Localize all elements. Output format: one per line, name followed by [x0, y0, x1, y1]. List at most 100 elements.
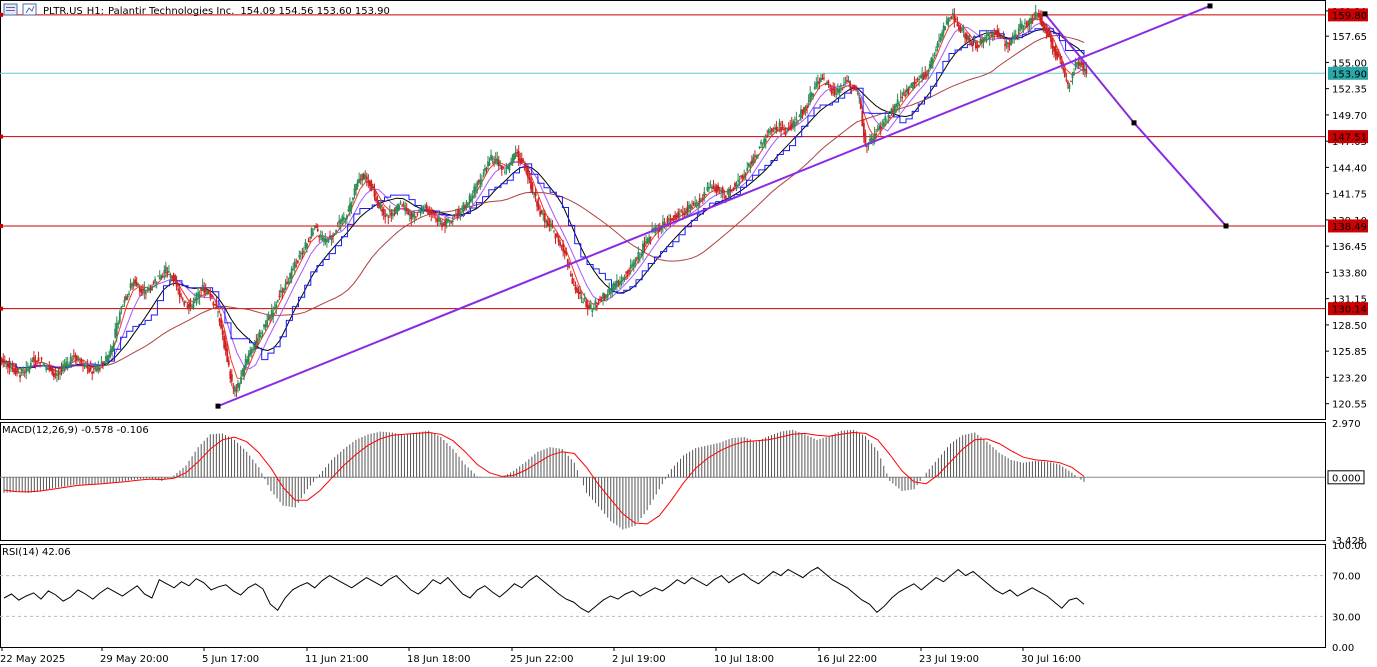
candle-body	[106, 355, 109, 363]
candle-body	[36, 361, 38, 363]
candle-body	[582, 301, 585, 303]
menu-icon[interactable]	[3, 3, 18, 16]
candle-body	[708, 187, 710, 190]
candle-body	[573, 284, 575, 286]
candle-body	[433, 212, 436, 216]
candle-body	[571, 278, 574, 284]
candle-body	[465, 201, 468, 208]
candle-body	[163, 269, 166, 274]
candle-body	[674, 214, 677, 220]
candle-body	[189, 301, 192, 307]
candle-body	[898, 103, 901, 106]
candle-body	[407, 211, 410, 216]
level-tag-text-2: 138.49	[1332, 222, 1367, 233]
candle-body	[726, 191, 729, 193]
header-text: PLTR.US H1: Palantir Technologies Inc. 154.…	[43, 6, 390, 17]
candle-body	[793, 122, 796, 126]
candle-body	[405, 207, 408, 211]
candle-body	[951, 13, 954, 15]
candle-body	[197, 292, 199, 297]
candle-body	[908, 85, 911, 88]
time-label-3: 11 Jun 21:00	[305, 654, 369, 665]
candle-body	[844, 82, 847, 84]
candle-body	[615, 280, 618, 286]
candle-body	[3, 360, 6, 363]
candle-body	[157, 275, 160, 277]
candle-body	[823, 77, 825, 79]
candle-body	[109, 348, 112, 355]
candle-body	[686, 206, 689, 212]
candle-body	[971, 44, 974, 46]
candle-body	[935, 49, 937, 51]
candle-body	[370, 181, 373, 191]
candle-body	[287, 281, 290, 285]
candle-body	[688, 204, 690, 209]
macd-tick-label-2: -3.428	[1332, 536, 1364, 547]
candle-body	[958, 24, 960, 31]
candle-body	[915, 82, 917, 84]
candle-body	[26, 366, 29, 368]
candle-body	[361, 173, 364, 181]
rsi-indicator: 100.00 70.00 30.00 0.00	[0, 541, 1367, 654]
candle-body	[161, 276, 164, 278]
candle-body	[306, 243, 308, 249]
candle-body	[563, 250, 566, 254]
candle-body	[261, 332, 264, 334]
candle-body	[192, 302, 195, 309]
candle-body	[809, 92, 812, 102]
candle-body	[126, 296, 129, 300]
candle-body	[513, 153, 515, 160]
candle-body	[907, 88, 910, 95]
candle-body	[198, 294, 201, 299]
candle-body	[784, 132, 787, 136]
candle-body	[450, 221, 453, 223]
candle-body	[194, 298, 196, 301]
price-tick-label-10: 133.80	[1332, 268, 1367, 279]
rsi-line	[3, 566, 1085, 613]
candle-body	[372, 186, 374, 189]
candle-body	[344, 218, 347, 220]
candle-body	[37, 357, 40, 362]
candle-body	[402, 204, 405, 206]
candle-body	[5, 361, 8, 365]
chart-type-icon[interactable]	[22, 3, 37, 16]
candle-body	[632, 262, 635, 267]
candle-body	[780, 126, 782, 132]
candle-body	[737, 180, 739, 182]
candle-body	[640, 253, 643, 256]
price-tick-label-1: 157.65	[1332, 32, 1367, 43]
candle-body	[180, 295, 183, 297]
candle-body	[264, 324, 267, 328]
candle-body	[59, 372, 61, 375]
candle-body	[1066, 81, 1069, 85]
candle-body	[942, 25, 945, 33]
candle-body	[1060, 61, 1063, 67]
candle-body	[278, 295, 281, 297]
candle-body	[14, 370, 17, 375]
candle-body	[304, 242, 307, 248]
candle-body	[1031, 18, 1034, 20]
time-label-8: 16 Jul 22:00	[817, 654, 877, 665]
price-panel-frame	[0, 0, 1326, 420]
price-tick-label-11: 131.15	[1332, 295, 1367, 306]
candle-body	[562, 243, 565, 252]
candle-body	[330, 236, 333, 240]
candle-body	[596, 305, 598, 308]
candle-body	[0, 358, 3, 363]
candle-body	[319, 234, 322, 236]
candle-body	[812, 93, 815, 97]
candle-body	[1030, 17, 1032, 24]
candle-body	[445, 218, 448, 224]
candle-body	[235, 389, 238, 391]
candle-body	[75, 355, 78, 361]
candle-body	[577, 291, 580, 294]
candle-body	[273, 306, 276, 308]
candle-body	[744, 173, 747, 175]
candle-body	[269, 317, 272, 319]
candle-body	[517, 151, 520, 161]
candle-body	[902, 91, 905, 96]
candle-body	[97, 365, 100, 371]
candle-body	[806, 105, 808, 107]
candle-body	[258, 331, 261, 338]
trend-drawings[interactable]	[215, 3, 1229, 409]
